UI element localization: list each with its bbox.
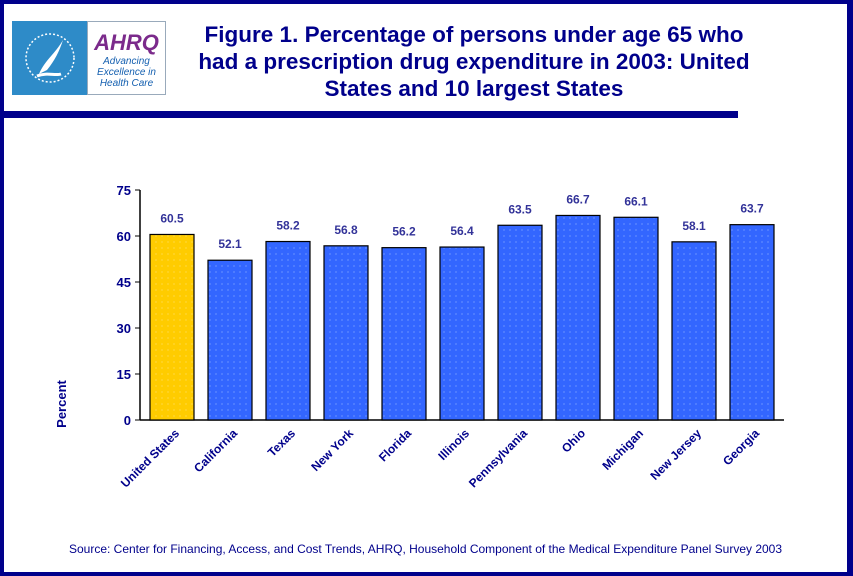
data-label: 58.2 [276, 219, 300, 233]
hhs-eagle-icon [12, 21, 87, 95]
x-tick-label: New York [308, 426, 356, 474]
bar-chart: Percent 0 15 30 45 60 75 60.5 United States 52.1… [54, 183, 784, 490]
data-label: 52.1 [218, 237, 242, 251]
x-tick-label: New Jersey [648, 426, 705, 483]
bar-texture [557, 216, 599, 419]
ahrq-logo: AHRQ Advancing Excellence in Health Care [12, 21, 166, 95]
y-tick-label: 75 [117, 183, 131, 198]
x-tick-label: Ohio [559, 426, 588, 455]
x-tick-label: Pennsylvania [466, 426, 530, 490]
data-label: 56.8 [334, 223, 358, 237]
chart-title: Figure 1. Percentage of persons under ag… [198, 22, 750, 101]
x-tick-label: California [191, 426, 240, 475]
source-note: Source: Center for Financing, Access, an… [68, 542, 783, 556]
x-tick-label: Georgia [720, 426, 762, 468]
bar-texture [731, 225, 773, 419]
bar-texture [383, 248, 425, 419]
data-label: 63.5 [508, 202, 532, 216]
x-tick-label: Illinois [435, 426, 472, 463]
data-label: 58.1 [682, 219, 706, 233]
bar-texture [209, 261, 251, 419]
data-label: 56.2 [392, 225, 416, 239]
ahrq-wordmark: AHRQ Advancing Excellence in Health Care [87, 21, 166, 95]
bar-texture [325, 246, 367, 419]
data-label: 56.4 [450, 224, 474, 238]
data-label: 66.1 [624, 194, 648, 208]
bar-texture [615, 218, 657, 419]
bar-texture [267, 242, 309, 419]
bar-texture [441, 248, 483, 419]
y-tick-label: 15 [117, 367, 131, 382]
y-tick-label: 30 [117, 321, 131, 336]
data-label: 60.5 [160, 211, 184, 225]
y-axis-label: Percent [54, 379, 69, 427]
header-divider [4, 111, 738, 118]
y-tick-label: 0 [124, 413, 131, 428]
x-tick-label: Texas [265, 426, 299, 460]
x-tick-label: Michigan [599, 426, 646, 473]
bar-texture [151, 235, 193, 419]
bar-texture [673, 242, 715, 419]
y-tick-label: 45 [117, 275, 131, 290]
x-tick-label: United States [118, 426, 182, 490]
y-tick-label: 60 [117, 229, 131, 244]
x-tick-label: Florida [376, 426, 414, 464]
data-label: 63.7 [740, 202, 764, 216]
data-label: 66.7 [566, 192, 590, 206]
bar-texture [499, 226, 541, 419]
